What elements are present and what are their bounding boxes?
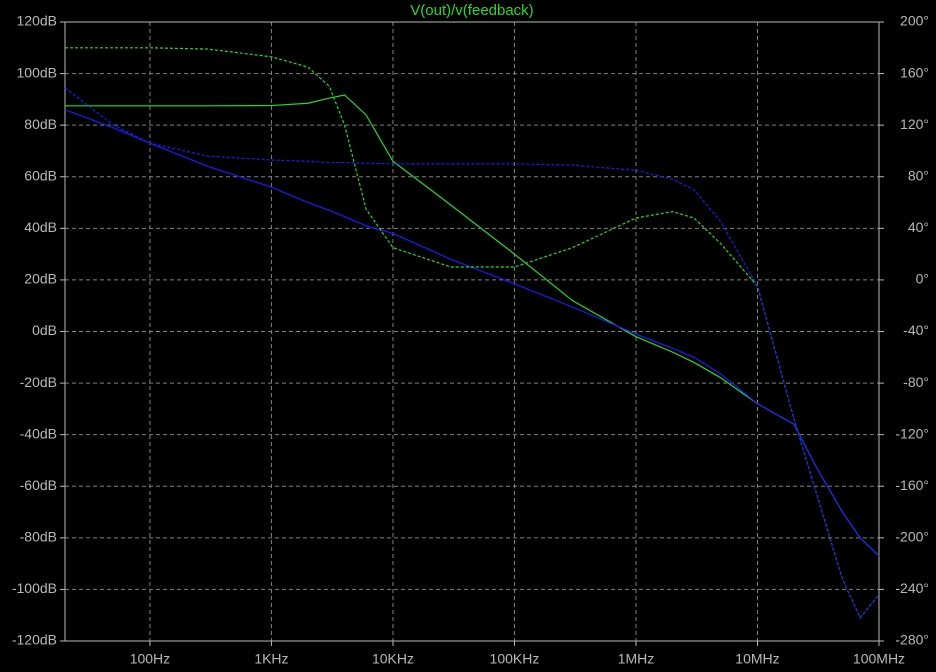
y2-tick-label: -240° [895, 580, 929, 596]
y-tick-label: 0dB [32, 322, 57, 338]
y2-tick-label: -280° [895, 632, 929, 648]
x-tick-label: 1KHz [254, 651, 288, 667]
legend-label: V(out)/v(feedback) [410, 2, 533, 19]
y2-tick-label: 160° [900, 64, 929, 80]
x-tick-label: 100KHz [490, 651, 540, 667]
series-line [65, 47, 880, 619]
y-tick-label: 60dB [24, 167, 57, 183]
y2-tick-label: 120° [900, 116, 929, 132]
y2-tick-label: -80° [903, 374, 929, 390]
y-tick-label: -100dB [12, 580, 57, 596]
y-tick-label: 40dB [24, 219, 57, 235]
y-tick-label: -40dB [20, 425, 57, 441]
y-tick-label: -120dB [12, 632, 57, 648]
y-tick-label: -80dB [20, 529, 57, 545]
y2-tick-label: -160° [895, 477, 929, 493]
y-tick-label: -60dB [20, 477, 57, 493]
y-tick-label: 20dB [24, 271, 57, 287]
y2-tick-label: -40° [903, 322, 929, 338]
x-tick-label: 10KHz [372, 651, 414, 667]
x-tick-label: 10MHz [735, 651, 779, 667]
y2-tick-label: 80° [908, 167, 929, 183]
y-tick-label: 100dB [17, 64, 57, 80]
y2-tick-label: 200° [900, 13, 929, 29]
y2-tick-label: -120° [895, 425, 929, 441]
x-tick-label: 100Hz [130, 651, 170, 667]
y2-tick-label: 0° [916, 271, 929, 287]
y-tick-label: -20dB [20, 374, 57, 390]
series-line [64, 109, 880, 557]
x-tick-label: 100MHz [853, 651, 905, 667]
x-tick-label: 1MHz [618, 651, 655, 667]
y-tick-label: 80dB [24, 116, 57, 132]
y-tick-label: 120dB [17, 13, 57, 29]
y2-tick-label: 40° [908, 219, 929, 235]
plot-border [64, 21, 880, 642]
y2-tick-label: -200° [895, 529, 929, 545]
